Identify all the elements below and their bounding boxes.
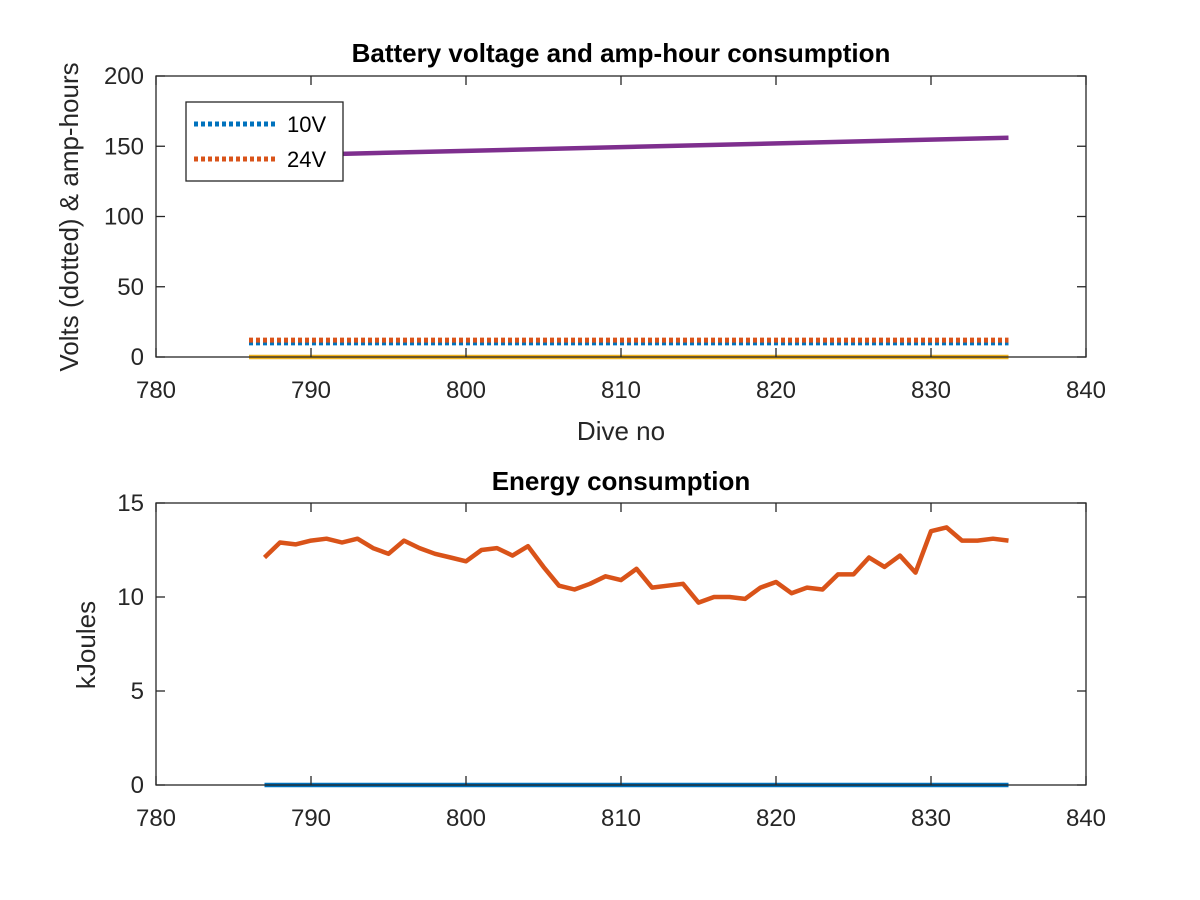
y-tick-label: 200 [104, 63, 144, 90]
plot-area-frame [155, 502, 1087, 786]
y-tick-label: 15 [117, 490, 144, 517]
x-tick-label: 800 [446, 377, 486, 404]
y-tick-label: 0 [131, 344, 144, 371]
y-axis-label: Volts (dotted) & amp-hours [54, 62, 84, 371]
legend: 10V 24V [185, 101, 344, 182]
legend-label-24v: 24V [287, 147, 326, 172]
x-axis-label: Dive no [577, 416, 665, 446]
series-line-series-3 [248, 135, 1009, 159]
chart-ticks: 780 790 800 810 820 830 840 0 5 10 15 [117, 490, 1106, 832]
x-tick-label: 840 [1066, 805, 1106, 832]
chart-energy: Energy consumption kJoules 780 790 800 810 8… [71, 466, 1106, 832]
y-tick-label: 100 [104, 204, 144, 231]
x-tick-label: 810 [601, 805, 641, 832]
chart-battery: Battery voltage and amp-hour consumption… [54, 38, 1106, 446]
x-tick-label: 820 [756, 805, 796, 832]
x-tick-label: 840 [1066, 377, 1106, 404]
chart-title: Energy consumption [492, 466, 751, 496]
y-tick-label: 150 [104, 133, 144, 160]
x-tick-label: 820 [756, 377, 796, 404]
x-tick-label: 800 [446, 805, 486, 832]
chart-title: Battery voltage and amp-hour consumption [352, 38, 891, 68]
y-tick-label: 0 [131, 772, 144, 799]
y-tick-label: 50 [117, 274, 144, 301]
series-line-series-1 [262, 525, 1009, 605]
plot-area-frame [155, 75, 1087, 358]
x-tick-label: 810 [601, 377, 641, 404]
y-tick-label: 10 [117, 584, 144, 611]
y-axis-label: kJoules [71, 601, 101, 689]
legend-box [185, 101, 344, 182]
x-tick-label: 790 [291, 805, 331, 832]
y-tick-label: 5 [131, 678, 144, 705]
x-tick-label: 780 [136, 377, 176, 404]
x-tick-label: 780 [136, 805, 176, 832]
x-tick-label: 830 [911, 805, 951, 832]
chart-ticks: 780 790 800 810 820 830 840 0 50 100 150 200 [104, 63, 1106, 404]
x-tick-label: 830 [911, 377, 951, 404]
x-tick-label: 790 [291, 377, 331, 404]
legend-label-10v: 10V [287, 112, 326, 137]
